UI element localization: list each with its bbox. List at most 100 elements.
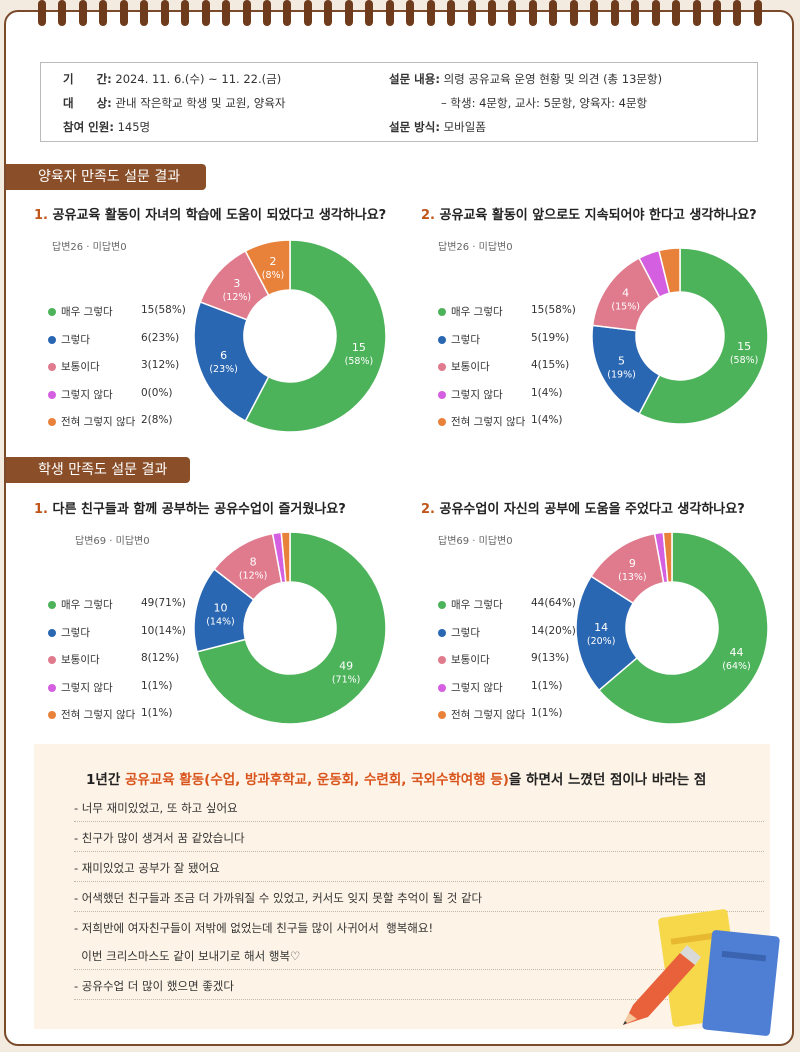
comment-line: - 어색했던 친구들과 조금 더 가까워질 수 있었고, 커서도 잊지 못할 추… [74, 884, 764, 912]
segment-percent-label: (64%) [722, 661, 751, 672]
binder-ring [160, 0, 169, 26]
legend-value: 3(12%) [141, 359, 180, 371]
legend-value: 4(15%) [531, 359, 570, 371]
question-text: 공유교육 활동이 자녀의 학습에 도움이 되었다고 생각하나요? [52, 208, 387, 223]
segment-count-label: 6 [220, 349, 227, 362]
legend-value: 14(20%) [531, 624, 576, 637]
legend-dot-icon [48, 308, 56, 316]
binder-ring [631, 0, 640, 26]
segment-percent-label: (58%) [730, 355, 759, 366]
binder-ring [303, 0, 312, 26]
binder-ring [672, 0, 681, 26]
binder-ring [426, 0, 435, 26]
legend-dot-icon [438, 390, 446, 399]
legend-label: 매우 그렇다 [451, 306, 503, 318]
binder-ring [487, 0, 496, 26]
donut-segment [280, 531, 291, 584]
legend-dot-icon [438, 656, 446, 664]
binder-ring [283, 0, 292, 26]
legend-dot-icon [48, 656, 56, 664]
method-row: 설문 방식: 모바일폼 [389, 119, 486, 135]
content-detail: – 학생: 4문항, 교사: 5문항, 양육자: 4문항 [441, 96, 648, 110]
binder-ring [712, 0, 721, 26]
legend-label: 그렇지 않다 [451, 681, 503, 694]
segment-percent-label: (19%) [607, 370, 636, 381]
binder-ring [38, 0, 46, 26]
question-title: 1. 다른 친구들과 함께 공부하는 공유수업이 즐거웠나요? [34, 498, 346, 517]
response-count: 답변26 · 미답변0 [438, 242, 513, 253]
segment-count-label: 5 [618, 355, 625, 368]
response-count: 답변69 · 미답변0 [438, 536, 513, 547]
participants-row: 참여 인원: 145명 [63, 119, 150, 135]
pencil-icon [623, 945, 701, 1025]
legend-dot-icon [438, 683, 446, 692]
period-label: 기 간: [63, 72, 112, 86]
segment-count-label: 44 [729, 646, 743, 659]
binder-ring [262, 0, 271, 26]
legend-dot-icon [48, 363, 56, 371]
binder-ring [610, 0, 619, 26]
question-number: 1. [34, 502, 48, 517]
legend-value: 15(58%) [141, 304, 186, 316]
comment-line: - 재미있었고 공부가 잘 됐어요 [74, 854, 764, 882]
segment-count-label: 49 [339, 660, 353, 673]
question-number: 2. [421, 502, 435, 517]
legend-dot-icon [48, 335, 56, 344]
target-row: 대 상: 관내 작은학교 학생 및 교원, 양육자 [63, 95, 285, 111]
binder-ring [508, 0, 517, 26]
donut-segment [244, 239, 387, 433]
legend-dot-icon [48, 711, 56, 719]
legend-label: 매우 그렇다 [61, 599, 113, 611]
legend-label: 전혀 그렇지 않다 [61, 709, 136, 721]
legend-dot-icon [48, 418, 56, 426]
question-title: 2. 공유교육 활동이 앞으로도 지속되어야 한다고 생각하나요? [421, 204, 757, 223]
donut-segment [658, 247, 681, 295]
survey-info-box: 기 간: 2024. 11. 6.(수) ~ 11. 22.(금) 대 상: 관… [40, 62, 758, 142]
legend-value: 1(1%) [141, 679, 173, 692]
donut-segment [662, 531, 673, 584]
donut-chart: 44 (64%) 14 (20%) 9 (13%) [575, 531, 769, 725]
legend-value: 1(4%) [531, 414, 563, 426]
parents-section-header: 양육자 만족도 설문 결과 [6, 164, 206, 190]
legend-value: 2(8%) [141, 414, 173, 426]
legend-label: 보통이다 [61, 361, 100, 373]
legend-label: 전혀 그렇지 않다 [451, 416, 526, 428]
segment-count-label: 2 [270, 255, 277, 268]
period-value: 2024. 11. 6.(수) ~ 11. 22.(금) [115, 72, 282, 86]
comment-line: - 저희반에 여자친구들이 저밖에 없었는데 친구들 많이 사귀어서 행복해요! [74, 921, 434, 935]
target-value: 관내 작은학교 학생 및 교원, 양육자 [115, 96, 286, 110]
segment-percent-label: (12%) [223, 292, 252, 303]
donut-segment [196, 531, 387, 725]
comments-title: 1년간 공유교육 활동(수업, 방과후학교, 운동회, 수련회, 국외수학여행 … [86, 768, 706, 788]
legend-dot-icon [48, 683, 56, 692]
legend-value: 15(58%) [531, 304, 576, 316]
segment-percent-label: (71%) [332, 675, 361, 686]
donut-chart: 15 (58%) 5 (19%) 4 (15%) [591, 247, 769, 425]
binder-ring [344, 0, 353, 26]
binder-ring [590, 0, 599, 26]
segment-percent-label: (8%) [262, 270, 284, 281]
legend-value: 49(71%) [141, 597, 186, 609]
legend-value: 10(14%) [141, 624, 186, 637]
legend-label: 매우 그렇다 [451, 599, 503, 611]
comments-box: 1년간 공유교육 활동(수업, 방과후학교, 운동회, 수련회, 국외수학여행 … [34, 744, 770, 1029]
donut-chart: 49 (71%) 10 (14%) 8 (12%) [193, 531, 387, 725]
legend-dot-icon [48, 628, 56, 637]
segment-percent-label: (14%) [206, 617, 235, 628]
legend-label: 그렇지 않다 [61, 681, 113, 694]
content-row: 설문 내용: 의령 공유교육 운영 현황 및 의견 (총 13문항) [389, 71, 662, 87]
binder-ring [181, 0, 190, 26]
binder-ring [242, 0, 251, 26]
binder-ring [99, 0, 108, 26]
question-text: 다른 친구들과 함께 공부하는 공유수업이 즐거웠나요? [52, 502, 346, 517]
segment-percent-label: (23%) [209, 364, 238, 375]
segment-percent-label: (13%) [618, 572, 647, 583]
binder-ring [406, 0, 415, 26]
legend-label: 그렇다 [451, 626, 480, 639]
legend-dot-icon [438, 308, 446, 316]
legend-value: 44(64%) [531, 597, 576, 609]
legend-value: 5(19%) [531, 331, 570, 344]
legend-label: 전혀 그렇지 않다 [451, 709, 526, 721]
legend-value: 9(13%) [531, 652, 570, 664]
legend-label: 보통이다 [61, 654, 100, 666]
